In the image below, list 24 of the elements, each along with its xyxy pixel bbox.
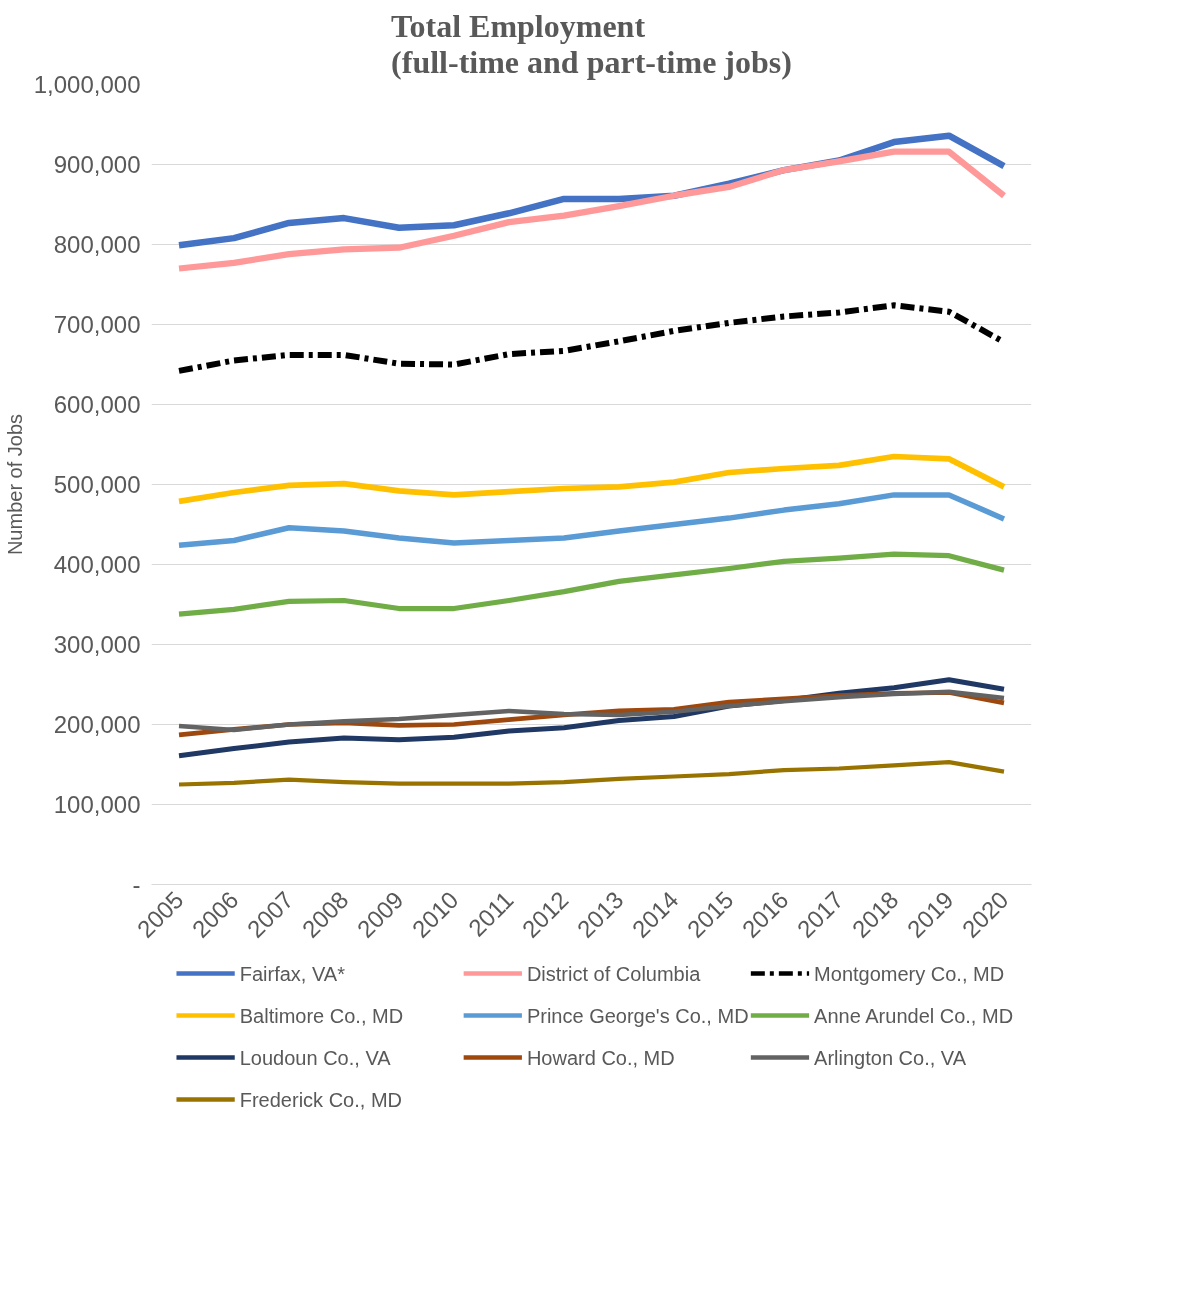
chart-title: Total Employment (full-time and part-time jobs) bbox=[391, 7, 792, 80]
y-axis-title: Number of Jobs bbox=[3, 413, 26, 556]
legend-label: Fairfax, VA* bbox=[239, 962, 346, 985]
y-tick-label: 200,000 bbox=[53, 711, 141, 738]
legend-label: District of Columbia bbox=[526, 962, 702, 985]
y-tick-label: 300,000 bbox=[53, 631, 141, 658]
y-tick-label: 400,000 bbox=[53, 551, 141, 578]
legend-label: Loudoun Co., VA bbox=[239, 1046, 392, 1069]
y-tick-label: 500,000 bbox=[53, 471, 141, 498]
legend-label: Arlington Co., VA bbox=[814, 1046, 967, 1069]
legend-label: Montgomery Co., MD bbox=[814, 962, 1005, 985]
legend-label: Anne Arundel Co., MD bbox=[814, 1004, 1014, 1027]
line-series bbox=[176, 759, 1007, 787]
y-tick-label: - bbox=[132, 871, 141, 898]
legend-label: Prince George's Co., MD bbox=[526, 1004, 749, 1027]
y-tick-label: 600,000 bbox=[53, 391, 141, 418]
y-tick-label: 100,000 bbox=[53, 791, 141, 818]
y-tick-label: 900,000 bbox=[53, 151, 141, 178]
legend-label: Baltimore Co., MD bbox=[239, 1004, 404, 1027]
legend-label: Frederick Co., MD bbox=[239, 1088, 402, 1111]
y-tick-label: 1,000,000 bbox=[33, 71, 141, 98]
legend-label: Howard Co., MD bbox=[526, 1046, 675, 1069]
y-tick-label: 800,000 bbox=[53, 231, 141, 258]
y-tick-label: 700,000 bbox=[53, 311, 141, 338]
